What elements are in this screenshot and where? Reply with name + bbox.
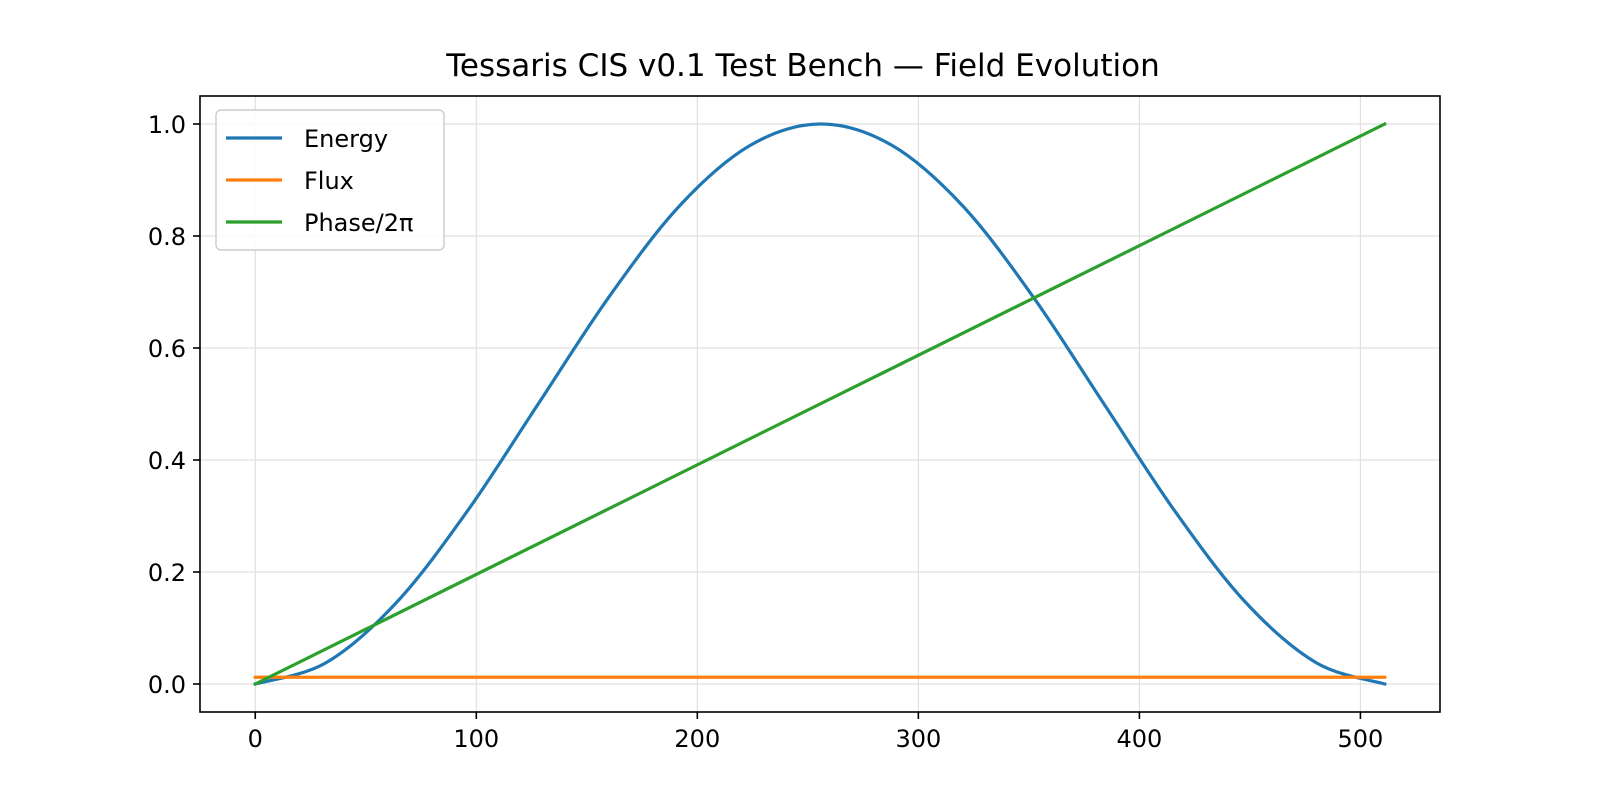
y-tick-label: 0.6 — [148, 335, 186, 363]
y-tick-label: 0.0 — [148, 671, 186, 699]
legend-label: Flux — [304, 167, 354, 195]
y-tick-label: 0.2 — [148, 559, 186, 587]
y-tick-label: 0.4 — [148, 447, 186, 475]
legend-label: Energy — [304, 125, 388, 153]
axes-frame — [199, 95, 1441, 713]
legend-label: Phase/2π — [304, 209, 413, 237]
legend: Energy Flux Phase/2π — [215, 109, 445, 251]
y-tick-label: 0.8 — [148, 223, 186, 251]
series-line-energy — [253, 122, 1387, 687]
y-tick-label: 1.0 — [148, 111, 186, 139]
x-tick-label: 100 — [453, 725, 499, 753]
x-tick-label: 0 — [248, 725, 263, 753]
series-line-phase-2 — [253, 121, 1387, 687]
x-tick-label: 200 — [674, 725, 720, 753]
x-tick-label: 500 — [1338, 725, 1384, 753]
legend-box — [215, 109, 445, 251]
x-tick-label: 400 — [1116, 725, 1162, 753]
chart-title: Tessaris CIS v0.1 Test Bench — Field Evo… — [445, 48, 1159, 84]
x-tick-label: 300 — [895, 725, 941, 753]
